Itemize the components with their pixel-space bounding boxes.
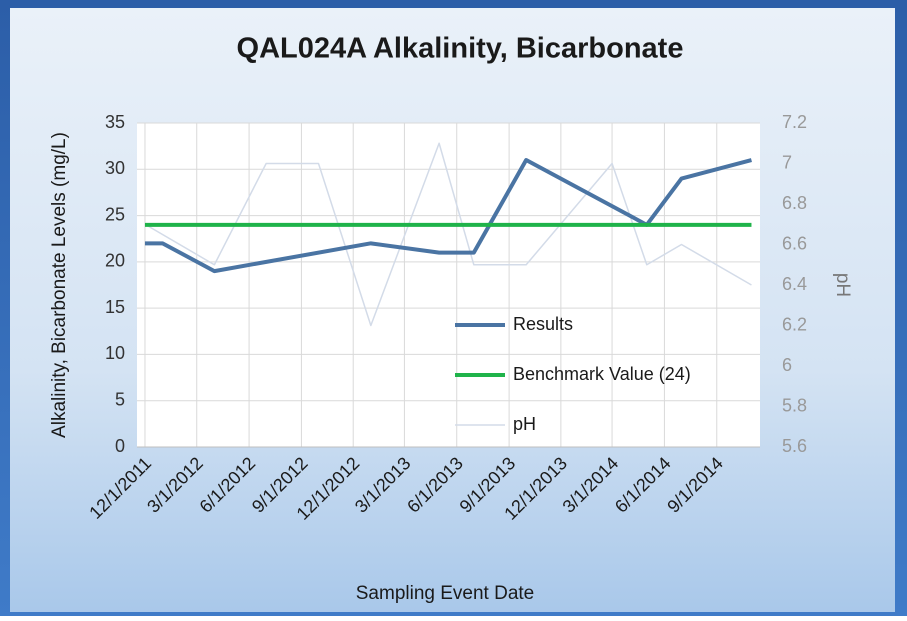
- y-tick-label: 5: [115, 389, 125, 409]
- y-tick-label: 15: [105, 297, 125, 317]
- y-tick-label: 10: [105, 343, 125, 363]
- y2-axis-label: pH: [832, 273, 853, 297]
- y2-tick-label: 5.8: [782, 395, 807, 415]
- y-tick-label: 35: [105, 112, 125, 132]
- y2-tick-label: 6.2: [782, 314, 807, 334]
- y-tick-label: 20: [105, 251, 125, 271]
- plot-area: [137, 123, 760, 447]
- series-line: [144, 142, 752, 327]
- y2-tick-label: 5.6: [782, 436, 807, 456]
- y2-tick-label: 7: [782, 152, 792, 172]
- series-line: [144, 158, 752, 274]
- y2-tick-label: 6: [782, 355, 792, 375]
- legend-label: pH: [513, 414, 536, 434]
- y2-tick-label: 6.6: [782, 233, 807, 253]
- y-tick-label: 0: [115, 436, 125, 456]
- chart-title: QAL024A Alkalinity, Bicarbonate: [237, 33, 684, 65]
- y-axis-label: Alkalinity, Bicarbonate Levels (mg/L): [49, 132, 70, 438]
- y-tick-label: 25: [105, 204, 125, 224]
- y-tick-label: 30: [105, 158, 125, 178]
- y2-tick-label: 7.2: [782, 112, 807, 132]
- legend-label: Benchmark Value (24): [513, 364, 691, 384]
- y2-tick-label: 6.4: [782, 274, 807, 294]
- legend-label: Results: [513, 314, 573, 334]
- y2-tick-label: 6.8: [782, 193, 807, 213]
- x-axis-label: Sampling Event Date: [356, 583, 535, 604]
